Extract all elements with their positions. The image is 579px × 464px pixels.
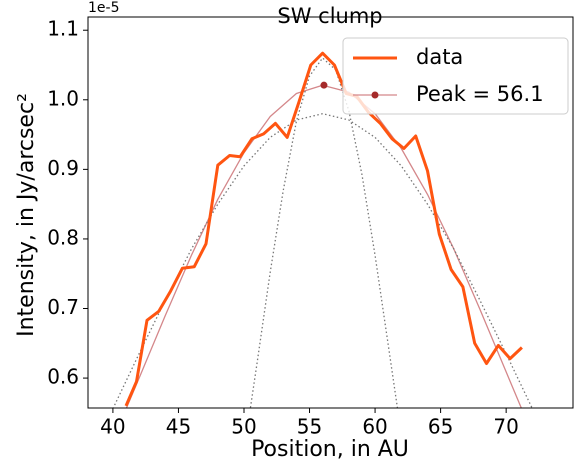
- plot-area: [112, 51, 533, 408]
- data-line: [124, 51, 523, 407]
- x-tick-label: 70: [493, 415, 518, 439]
- y-tick-label: 0.9: [47, 156, 79, 180]
- y-tick-label: 0.6: [47, 365, 79, 389]
- y-tick-label: 1.1: [47, 17, 79, 41]
- peak-marker: [320, 81, 328, 89]
- x-tick-label: 55: [297, 415, 322, 439]
- y-tick-label: 0.7: [47, 295, 79, 319]
- legend-marker: [371, 91, 379, 99]
- x-tick-label: 45: [166, 415, 191, 439]
- y-tick-label: 1.0: [47, 86, 79, 110]
- fit-curve: [249, 57, 399, 408]
- x-axis-label: Position, in AU: [251, 437, 409, 462]
- x-tick-label: 65: [428, 415, 453, 439]
- x-tick-label: 60: [362, 415, 387, 439]
- offset-label: 1e-5: [88, 0, 119, 16]
- fit-curve: [112, 113, 533, 408]
- x-tick-label: 40: [100, 415, 125, 439]
- legend-label: data: [416, 45, 463, 69]
- chart-title: SW clump: [277, 4, 382, 28]
- legend-label: Peak = 56.1: [416, 82, 544, 106]
- axes-frame: [87, 16, 574, 409]
- y-axis-label: Intensity, in Jy/arcsec²: [14, 93, 39, 337]
- legend-box: [342, 37, 569, 115]
- x-tick-label: 50: [231, 415, 256, 439]
- fit-curve: [125, 84, 523, 408]
- y-tick-label: 0.8: [47, 225, 79, 249]
